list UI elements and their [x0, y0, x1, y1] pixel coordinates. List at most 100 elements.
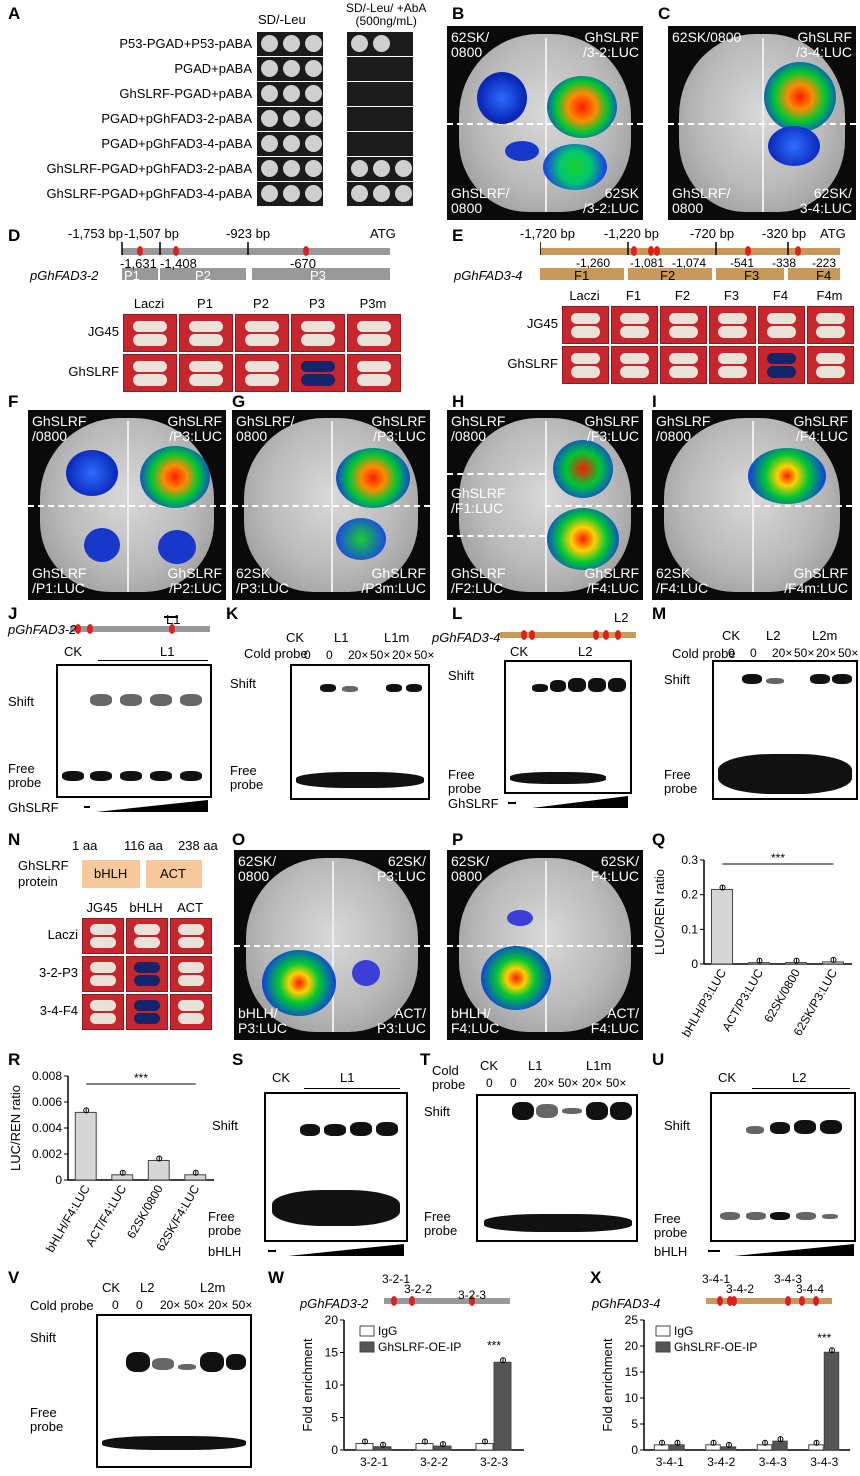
- d-col-label: P1: [197, 296, 213, 311]
- panel-label-v: V: [8, 1268, 20, 1287]
- panel-label-k: K: [226, 604, 239, 623]
- y-tick-label: 20: [625, 1339, 639, 1353]
- data-point: [659, 1439, 666, 1446]
- d-pos-1: -1,753 bp: [68, 226, 123, 241]
- v-free-label: Free probe: [30, 1405, 64, 1434]
- a-row-label: GhSLRF-PGAD+pGhFAD3-4-pABA: [46, 186, 252, 201]
- panel-label-l: L: [452, 604, 463, 623]
- x-site-4: 3-4-4: [796, 1282, 825, 1296]
- s-protein-label: bHLH: [208, 1244, 242, 1259]
- j-probe-label: L1: [166, 612, 181, 627]
- colony-streak: [134, 962, 160, 974]
- yeast-spot: [283, 110, 300, 127]
- a-plate-strip-1: [257, 107, 323, 131]
- colony-streak: [90, 1000, 116, 1012]
- y-axis-title: Fold enrichment: [300, 1338, 315, 1432]
- e-promoter-name: pGhFAD3-4: [454, 268, 523, 283]
- m-lanes-lane: 50×: [794, 646, 815, 660]
- yeast-spot: [261, 35, 278, 52]
- c-label-bl: GhSLRF/ 0800: [672, 185, 731, 216]
- k-lanes-lane: 20×: [348, 648, 369, 662]
- d-promoter-line: [122, 248, 390, 255]
- yeast-spot: [305, 35, 322, 52]
- f-label-tr: GhSLRF /P3:LUC: [167, 413, 222, 444]
- e-frag-f1-label: F1: [574, 268, 590, 283]
- e-col-label: F4m: [816, 288, 843, 303]
- e-plate-cell: [611, 306, 658, 344]
- a-col2-line2: +AbA: [396, 1, 427, 15]
- y-tick-label: 0.3: [681, 853, 698, 867]
- d-pos2-2: -1,408: [160, 256, 197, 271]
- v-shift-label: Shift: [30, 1330, 57, 1345]
- h-label-bl: GhSLRF /F2:LUC: [451, 565, 506, 596]
- a-col1-header: SD/-Leu: [258, 12, 306, 27]
- s-probe-top: L1: [340, 1070, 355, 1085]
- t-cold-probe: Cold probe: [432, 1063, 466, 1092]
- j-promoter-name: pGhFAD3-2: [8, 622, 77, 637]
- colony-streak: [90, 1013, 116, 1025]
- colony-streak: [718, 352, 747, 365]
- v-lanes-lane: 20×: [208, 1298, 229, 1312]
- h-label-tl: GhSLRF /0800: [451, 413, 506, 444]
- panel-label-p: P: [452, 830, 464, 849]
- u-shift-label: Shift: [664, 1118, 691, 1133]
- panel-label-q: Q: [652, 830, 666, 849]
- data-point: [500, 1357, 506, 1364]
- colony-streak: [718, 326, 747, 338]
- legend-label: GhSLRF-OE-IP: [674, 1340, 757, 1354]
- n-row-label: Laczi: [47, 927, 78, 942]
- j-ck: CK: [64, 644, 83, 659]
- t-group-2: L1m: [586, 1058, 612, 1073]
- x-site-1: 3-4-1: [702, 1272, 731, 1286]
- y-axis-title: LUC/REN ratio: [8, 1085, 23, 1171]
- colony-streak: [134, 1000, 160, 1012]
- bar: [415, 1443, 434, 1451]
- n-domain-bhlh: [82, 860, 140, 888]
- luc-image-p: 62SK/ 0800 62SK/ F4:LUC bHLH/ F4:LUC ACT…: [447, 850, 643, 1040]
- e-frag-f4-label: F4: [816, 268, 832, 283]
- n-aa-2: 116 aa: [124, 838, 163, 853]
- y-tick-label: 0.2: [681, 888, 698, 902]
- h-label-br: GhSLRF /F4:LUC: [584, 565, 639, 596]
- i-label-tr: GhSLRF /F4:LUC: [793, 413, 848, 444]
- data-point: [482, 1438, 488, 1445]
- data-point: [156, 1155, 163, 1162]
- luc-image-f: GhSLRF /0800 GhSLRF /P3:LUC GhSLRF /P1:L…: [28, 410, 226, 600]
- t-group-1: L1: [528, 1058, 543, 1073]
- y-tick-label: 0.006: [32, 1095, 62, 1109]
- bar: [711, 888, 733, 965]
- data-point: [777, 1436, 784, 1443]
- e-frag-f2-label: F2: [660, 268, 676, 283]
- colony-streak: [189, 360, 223, 373]
- s-free-label: Free probe: [208, 1209, 242, 1238]
- panel-label-h: H: [452, 392, 465, 411]
- v-lanes-lane: 20×: [160, 1298, 181, 1312]
- panel-label-c: C: [658, 4, 671, 23]
- u-free-label: Free probe: [654, 1211, 688, 1240]
- significance-label: ***: [487, 1338, 501, 1352]
- colony-streak: [301, 334, 335, 346]
- colony-streak: [767, 326, 796, 338]
- a-plate-strip-1: [257, 32, 323, 56]
- k-lanes-lane: 0: [304, 648, 311, 662]
- legend-label: IgG: [674, 1324, 693, 1338]
- d-frag-p2: [160, 268, 246, 280]
- k-group-2: L1m: [384, 630, 410, 645]
- data-point: [440, 1441, 446, 1448]
- yeast-spot: [305, 135, 322, 152]
- colony-streak: [301, 360, 335, 373]
- legend-swatch: [655, 1341, 671, 1353]
- luc-image-o: 62SK/ 0800 62SK/ P3:LUC bHLH/ P3:LUC ACT…: [234, 850, 430, 1040]
- d-frag-p1: [122, 268, 158, 280]
- e-col-label: F3: [723, 288, 740, 303]
- colony-streak: [189, 374, 223, 386]
- panel-label-x: X: [590, 1268, 602, 1287]
- colony-streak: [178, 962, 204, 974]
- yeast-spot: [373, 160, 390, 177]
- a-plate-strip-1: [257, 57, 323, 81]
- yeast-spot: [305, 110, 322, 127]
- v-gel: [96, 1314, 252, 1468]
- panel-label-f: F: [8, 392, 19, 411]
- a-col2-line3: (500ng/mL): [355, 14, 417, 28]
